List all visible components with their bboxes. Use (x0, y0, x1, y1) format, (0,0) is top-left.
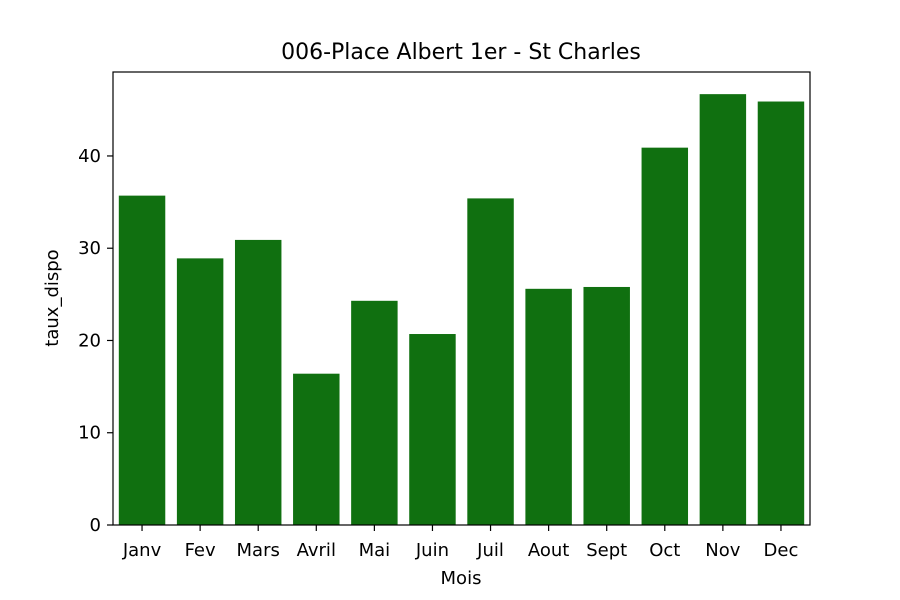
bar-oct (641, 147, 689, 526)
x-tick-label: Sept (586, 540, 627, 561)
x-tick-label: Fev (185, 540, 216, 561)
y-tick-label: 10 (78, 423, 101, 444)
bar-sept (583, 286, 630, 525)
plot-frame (112, 71, 811, 526)
bar-nov (699, 94, 747, 525)
y-tick-label: 0 (90, 515, 101, 536)
x-tick-label: Mars (237, 540, 280, 561)
y-tick-label: 30 (78, 238, 101, 259)
y-axis-ticks: 0 10 20 30 40 (78, 146, 113, 536)
x-tick-label: Dec (764, 540, 799, 561)
y-tick-label: 40 (78, 146, 101, 167)
x-tick-label: Aout (528, 540, 569, 561)
bar-mai (351, 300, 398, 525)
bar-juil (467, 198, 514, 525)
bar-avril (293, 373, 340, 525)
x-tick-label: Nov (705, 540, 740, 561)
bars-group (118, 94, 805, 526)
x-axis-ticks: Janv Fev Mars Avril Mai Juin Juil Aout Sept Oct No… (122, 525, 799, 561)
bar-mars (234, 239, 282, 525)
bar-aout (525, 288, 572, 525)
bar-juin (409, 334, 456, 525)
bar-janv (118, 195, 166, 525)
y-tick-label: 20 (78, 330, 101, 351)
bar-dec (757, 101, 805, 525)
y-axis-label: taux_dispo (42, 249, 63, 346)
x-tick-label: Oct (649, 540, 680, 561)
x-tick-label: Mai (359, 540, 391, 561)
chart-title: 006-Place Albert 1er - St Charles (281, 40, 641, 65)
x-tick-label: Janv (122, 540, 162, 561)
x-axis-label: Mois (441, 568, 482, 589)
x-tick-label: Juil (476, 540, 504, 561)
bar-fev (176, 258, 224, 525)
x-tick-label: Juin (415, 540, 449, 561)
x-tick-label: Avril (297, 540, 336, 561)
